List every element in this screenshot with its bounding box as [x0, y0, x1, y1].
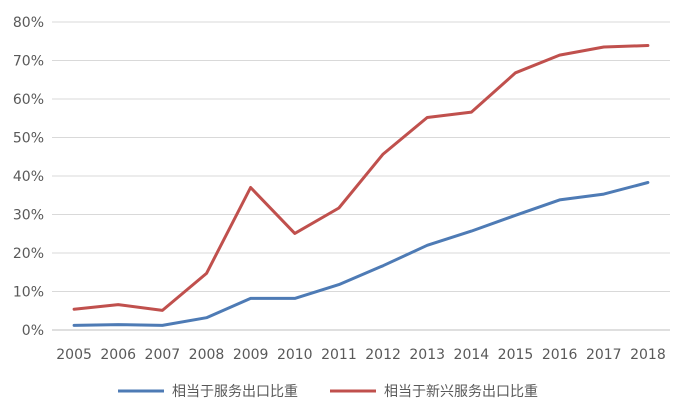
x-tick-label: 2005	[56, 347, 92, 363]
x-tick-label: 2011	[321, 347, 357, 363]
x-tick-label: 2013	[409, 347, 445, 363]
y-axis-ticks: 0% 10% 20% 30% 40% 50% 60% 70% 80%	[13, 15, 44, 339]
y-tick-label: 60%	[13, 92, 44, 108]
x-tick-label: 2014	[454, 347, 490, 363]
legend: 相当于服务出口比重 相当于新兴服务出口比重	[118, 384, 538, 400]
x-tick-label: 2016	[542, 347, 578, 363]
y-tick-label: 70%	[13, 54, 44, 70]
series-line-1	[72, 181, 650, 327]
x-tick-label: 2018	[630, 347, 666, 363]
legend-label-2: 相当于新兴服务出口比重	[384, 384, 538, 400]
y-tick-label: 0%	[22, 323, 44, 339]
y-tick-label: 50%	[13, 131, 44, 147]
x-tick-label: 2010	[277, 347, 313, 363]
y-tick-label: 80%	[13, 15, 44, 31]
x-tick-label: 2012	[365, 347, 401, 363]
y-tick-label: 10%	[13, 285, 44, 301]
legend-label-1: 相当于服务出口比重	[172, 384, 298, 400]
series-group	[72, 44, 650, 327]
x-tick-label: 2015	[498, 347, 534, 363]
x-tick-label: 2009	[233, 347, 269, 363]
x-tick-label: 2007	[145, 347, 181, 363]
x-tick-label: 2017	[586, 347, 622, 363]
series-line-2	[72, 44, 650, 312]
y-tick-label: 40%	[13, 169, 44, 185]
x-axis-ticks: 2005 2006 2007 2008 2009 2010 2011 2012 2013 2014…	[56, 347, 665, 363]
grid-lines	[52, 21, 670, 331]
y-tick-label: 30%	[13, 208, 44, 224]
x-tick-label: 2008	[189, 347, 225, 363]
y-tick-label: 20%	[13, 246, 44, 262]
x-tick-label: 2006	[100, 347, 136, 363]
